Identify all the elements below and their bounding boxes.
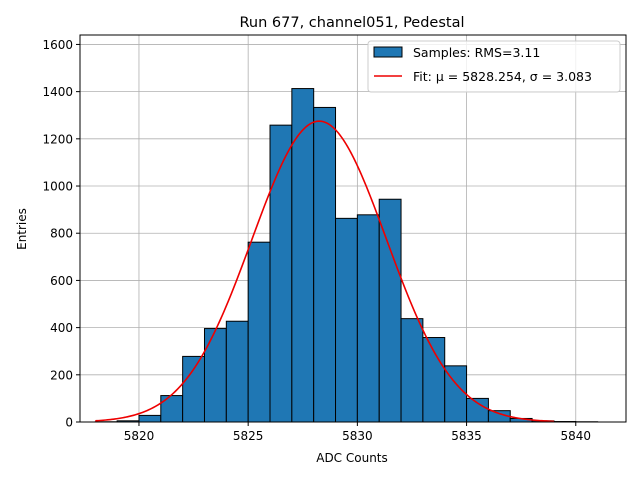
y-tick-label: 1400 [42, 85, 73, 99]
histogram-bar [182, 355, 205, 423]
histogram-bar [269, 124, 293, 423]
y-tick-label: 400 [50, 321, 73, 335]
histogram-bar [203, 328, 227, 423]
y-axis-ticks: 0 200 400 600 800 1000 1200 1400 1600 [42, 38, 80, 430]
x-tick-label: 5840 [560, 429, 591, 443]
histogram-bar [225, 320, 249, 423]
y-tick-label: 1600 [42, 38, 73, 52]
fit-curve [95, 120, 554, 423]
histogram-bar [466, 397, 489, 423]
x-tick-label: 5820 [124, 429, 155, 443]
legend-label-samples: Samples: RMS=3.11 [413, 45, 540, 60]
legend-frame [367, 40, 621, 93]
histogram-bar [335, 217, 358, 423]
legend: Samples: RMS=3.11 Fit: μ = 5828.254, σ =… [367, 40, 621, 93]
y-tick-label: 600 [50, 274, 73, 288]
x-tick-label: 5830 [342, 429, 373, 443]
histogram-bar [378, 198, 402, 423]
histogram-bar [313, 106, 337, 423]
histogram-bar [138, 414, 162, 423]
y-tick-label: 1200 [42, 132, 73, 146]
histogram-bars [94, 88, 599, 423]
x-axis-ticks: 5820 5825 5830 5835 5840 [124, 422, 591, 443]
histogram-bar [160, 395, 184, 423]
histogram-bar [356, 214, 380, 423]
plot-frame [79, 34, 627, 423]
x-tick-label: 5835 [451, 429, 482, 443]
y-axis-label: Entries [15, 208, 29, 250]
y-tick-label: 200 [50, 368, 73, 382]
x-axis-label: ADC Counts [316, 451, 388, 465]
histogram-bar [400, 318, 424, 423]
y-tick-label: 0 [65, 416, 73, 430]
histogram-bar [247, 241, 271, 423]
legend-label-fit: Fit: μ = 5828.254, σ = 3.083 [413, 69, 592, 84]
y-tick-label: 800 [50, 227, 73, 241]
x-tick-label: 5825 [233, 429, 264, 443]
gaussian-fit [95, 120, 554, 423]
legend-swatch-samples [373, 46, 403, 58]
chart-title: Run 677, channel051, Pedestal [239, 15, 464, 31]
y-tick-label: 1000 [42, 180, 73, 194]
